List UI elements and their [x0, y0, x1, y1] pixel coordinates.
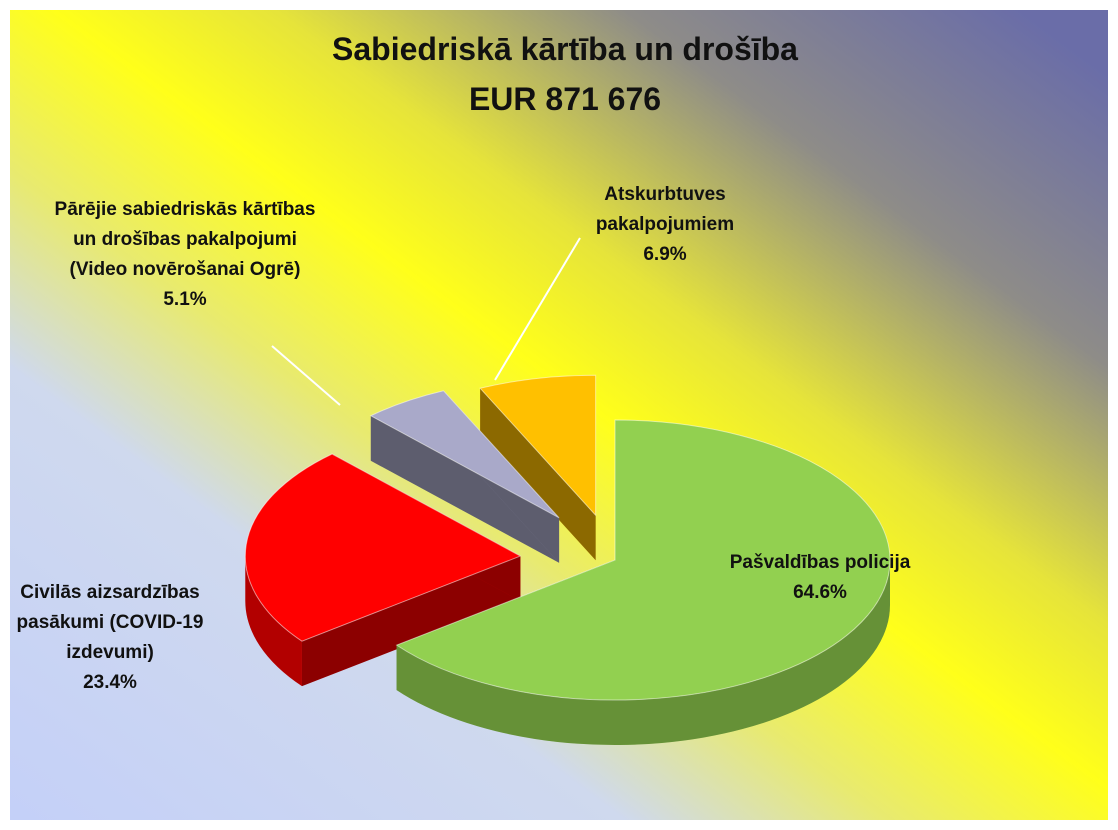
slice-outer-side-shade	[396, 560, 890, 745]
slice	[479, 374, 597, 561]
slice	[395, 419, 891, 701]
value-label: 23.4%	[83, 672, 137, 693]
slice	[369, 390, 560, 563]
chart-svg: Sabiedriskā kārtība un drošība EUR 871 6…	[244, 31, 891, 745]
data-label: Pārējie sabiedriskās kārtības un drošība…	[50, 195, 320, 315]
slice-radial-side	[301, 556, 521, 687]
slice	[244, 453, 522, 687]
pie	[244, 374, 891, 745]
value-label: 5.1%	[163, 289, 207, 310]
slice-radial-side-shade	[370, 415, 560, 563]
data-label: Atskurbtuves pakalpojumiem 6.9%	[555, 180, 775, 270]
slice-radial-side-shade	[480, 388, 596, 561]
value-label: 6.9%	[643, 244, 687, 265]
data-label: Civilās aizsardzības pasākumi (COVID-19 …	[10, 578, 220, 698]
category-label: Pašvaldības policija	[729, 552, 911, 573]
slice	[395, 419, 891, 745]
chart-subtitle: EUR 871 676	[469, 81, 661, 117]
category-label: Atskurbtuves pakalpojumiem	[595, 184, 735, 235]
slice	[369, 390, 560, 519]
chart: Sabiedriskā kārtība un drošība EUR 871 6…	[10, 10, 1108, 820]
slice-outer-side-shade	[245, 556, 302, 687]
data-label: Pašvaldības policija 64.6%	[690, 548, 950, 608]
category-label: Civilās aizsardzības pasākumi (COVID-19 …	[16, 582, 204, 663]
leader-line	[271, 345, 341, 406]
slice-radial-side-shade	[301, 556, 521, 687]
slice-outer-side	[245, 556, 302, 687]
category-label: Pārējie sabiedriskās kārtības un drošība…	[54, 199, 316, 280]
value-label: 64.6%	[793, 582, 847, 603]
chart-title: Sabiedriskā kārtība un drošība	[332, 31, 798, 67]
slice	[244, 453, 522, 642]
slice-radial-side	[480, 388, 596, 561]
slice	[479, 374, 597, 517]
leader-line	[494, 237, 581, 381]
slice-outer-side	[396, 560, 890, 745]
slice-radial-side	[370, 415, 560, 563]
